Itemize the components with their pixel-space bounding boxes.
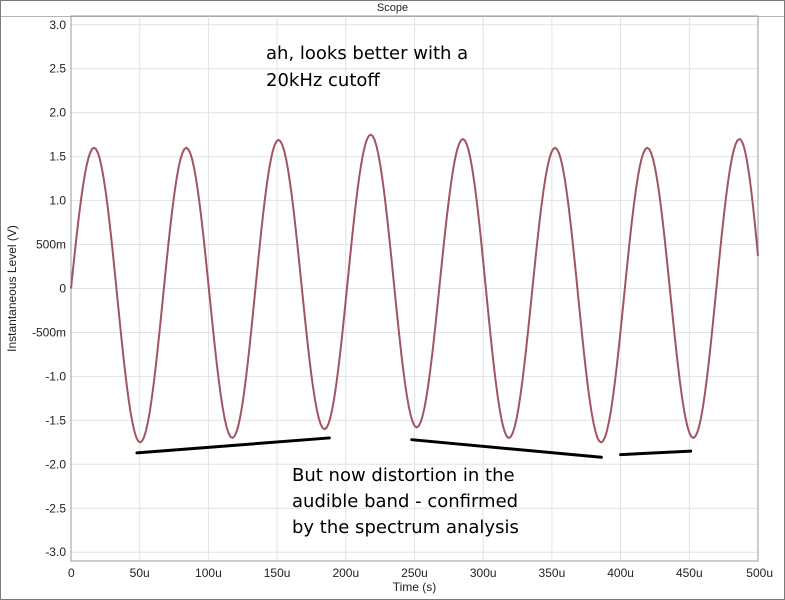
- annotation-text: But now distortion in the: [292, 465, 515, 486]
- y-tick-label: -3.0: [45, 545, 66, 559]
- annotation-text: audible band - confirmed: [292, 491, 518, 512]
- x-axis-ticks: 0 50u 100u 150u 200u 250u 300u 350u 400u 450u 500u: [68, 566, 773, 580]
- x-tick-label: 250u: [401, 566, 428, 580]
- x-tick-label: 400u: [607, 566, 634, 580]
- y-tick-label: 2.0: [49, 106, 66, 120]
- marker-lines: [135, 436, 693, 459]
- x-tick-label: 100u: [195, 566, 222, 580]
- annotation-underline: [619, 449, 693, 457]
- y-tick-label: -1.5: [45, 413, 66, 427]
- y-tick-label: -1.0: [45, 369, 66, 383]
- annotation-underline: [410, 438, 603, 459]
- x-tick-label: 200u: [332, 566, 359, 580]
- y-tick-label: 1.5: [49, 150, 66, 164]
- x-tick-label: 450u: [676, 566, 703, 580]
- y-tick-label: 500m: [36, 238, 66, 252]
- y-tick-label: 0: [59, 282, 66, 296]
- y-axis-ticks: 3.0 2.5 2.0 1.5 1.0 500m 0 -500m -1.0 -1.5 -2.0 -2.…: [32, 18, 66, 559]
- y-tick-label: -2.0: [45, 457, 66, 471]
- x-tick-label: 500u: [746, 566, 773, 580]
- y-tick-label: -500m: [32, 325, 66, 339]
- annotation-text: by the spectrum analysis: [292, 517, 519, 538]
- x-tick-label: 150u: [264, 566, 291, 580]
- y-tick-label: 1.0: [49, 194, 66, 208]
- annotation-text: ah, looks better with a: [266, 43, 468, 64]
- series-line: [70, 133, 759, 444]
- x-tick-label: 50u: [130, 566, 150, 580]
- annotation-underline: [135, 436, 331, 455]
- y-axis-title: Instantaneous Level (V): [5, 225, 19, 352]
- x-axis-title: Time (s): [393, 580, 437, 594]
- annotation-text: 20kHz cutoff: [266, 70, 380, 91]
- series-layer: [70, 133, 759, 444]
- x-tick-label: 350u: [539, 566, 566, 580]
- y-tick-label: 3.0: [49, 18, 66, 32]
- grid: [70, 16, 759, 561]
- y-tick-label: -2.5: [45, 501, 66, 515]
- x-tick-label: 300u: [470, 566, 497, 580]
- annotations: ah, looks better with a 20kHz cutoff But n…: [266, 43, 519, 538]
- y-tick-label: 2.5: [49, 62, 66, 76]
- x-tick-label: 0: [68, 566, 75, 580]
